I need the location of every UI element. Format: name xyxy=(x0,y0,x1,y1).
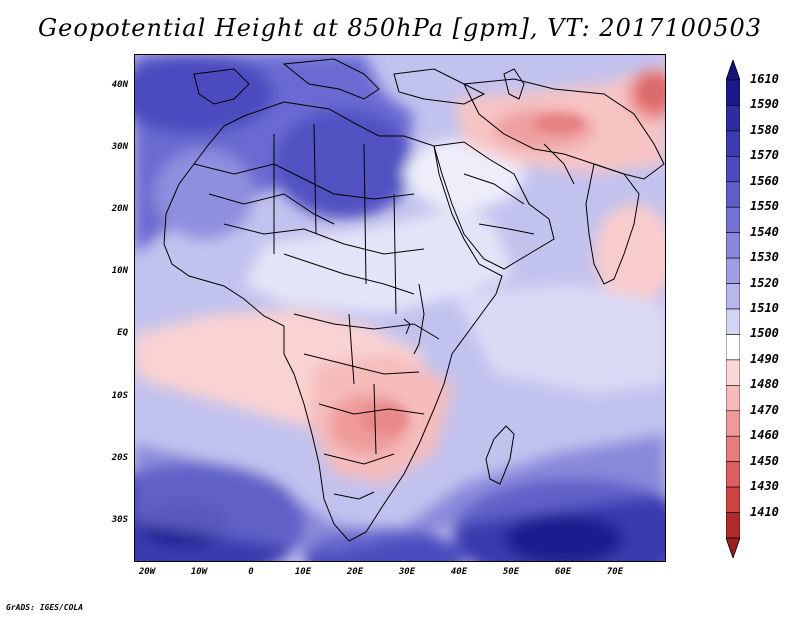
colorbar-swatch xyxy=(726,410,740,437)
colorbar-swatch xyxy=(726,283,740,310)
colorbar-label: 1430 xyxy=(750,479,779,494)
colorbar-label: 1470 xyxy=(750,402,779,417)
colorbar-swatch xyxy=(726,435,740,462)
colorbar xyxy=(726,60,740,558)
lon-label-0: 0 xyxy=(248,567,254,577)
colorbar-swatch xyxy=(726,257,740,284)
colorbar-swatch xyxy=(726,105,740,132)
colorbar-swatch xyxy=(726,181,740,208)
colorbar-label: 1540 xyxy=(750,224,779,239)
map-title: Geopotential Height at 850hPa [gpm], VT:… xyxy=(38,14,762,42)
lat-label-30s: 30S xyxy=(111,515,128,525)
colorbar-label: 1450 xyxy=(750,453,779,468)
lat-label-20s: 20S xyxy=(111,453,128,463)
colorbar-label: 1410 xyxy=(750,504,779,519)
colorbar-label: 1560 xyxy=(750,173,779,188)
colorbar-swatch xyxy=(726,79,740,106)
colorbar-top-arrow xyxy=(726,60,740,81)
lon-label-50e: 50E xyxy=(502,567,520,577)
colorbar-label: 1460 xyxy=(750,428,779,443)
lon-label-10e: 10E xyxy=(294,567,312,577)
lon-label-30e: 30E xyxy=(398,567,416,577)
colorbar-swatch xyxy=(726,359,740,386)
geopotential-height-map xyxy=(134,54,666,562)
colorbar-swatch xyxy=(726,308,740,335)
colorbar-swatch xyxy=(726,130,740,157)
coastlines xyxy=(163,58,665,542)
colorbar-swatch xyxy=(726,486,740,513)
colorbar-swatch xyxy=(726,461,740,488)
colorbar-label: 1530 xyxy=(750,250,779,265)
colorbar-label: 1580 xyxy=(750,122,779,137)
colorbar-label: 1510 xyxy=(750,301,779,315)
lon-label-70e: 70E xyxy=(606,567,624,577)
colorbar-swatch xyxy=(726,206,740,233)
colorbar-label: 1480 xyxy=(750,377,779,392)
colorbar-label: 1610 xyxy=(750,72,779,86)
lat-label-30n: 30N xyxy=(111,142,128,152)
lat-label-20n: 20N xyxy=(111,204,128,214)
lon-label-40e: 40E xyxy=(450,567,468,577)
lon-label-20w: 20W xyxy=(138,567,156,577)
colorbar-swatch xyxy=(726,385,740,412)
lat-label-10s: 10S xyxy=(111,391,128,401)
lat-label-10n: 10N xyxy=(111,266,128,276)
colorbar-swatch xyxy=(726,232,740,259)
grads-credit: GrADS: IGES/COLA xyxy=(6,603,84,612)
colorbar-swatch xyxy=(726,156,740,183)
colorbar-swatch xyxy=(726,334,740,361)
colorbar-label: 1490 xyxy=(750,351,779,366)
colorbar-label: 1570 xyxy=(750,148,779,163)
lon-label-60e: 60E xyxy=(554,567,572,577)
colorbar-label: 1520 xyxy=(750,275,779,290)
colorbar-label: 1550 xyxy=(750,199,779,214)
lon-label-20e: 20E xyxy=(346,567,364,577)
colorbar-bottom-arrow xyxy=(726,537,740,558)
colorbar-swatch xyxy=(726,512,740,539)
colorbar-label: 1590 xyxy=(750,97,779,112)
lon-label-10w: 10W xyxy=(190,567,208,577)
lat-label-40n: 40N xyxy=(111,80,128,90)
colorbar-label: 1500 xyxy=(750,326,779,341)
lat-label-eq: EQ xyxy=(117,328,128,338)
